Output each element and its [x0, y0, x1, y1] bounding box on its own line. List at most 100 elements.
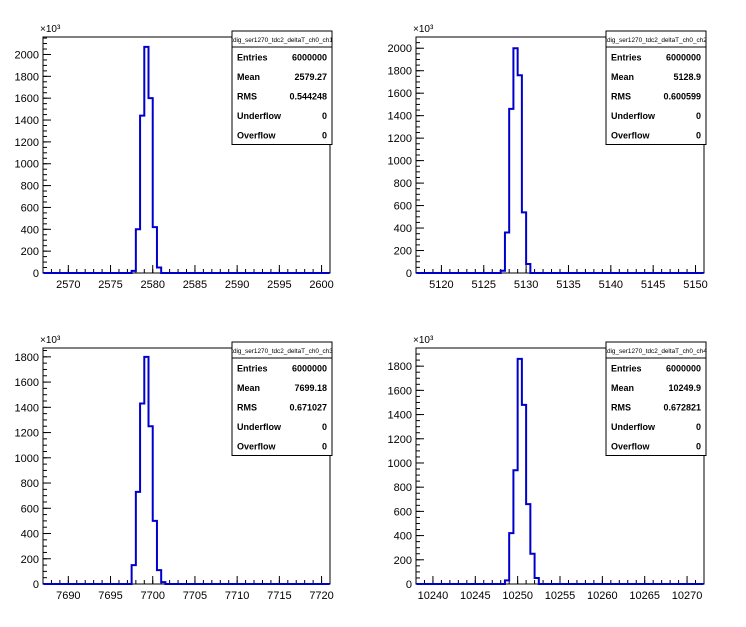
histogram-bin: [530, 554, 534, 584]
histogram-bin: [153, 227, 157, 273]
histogram-bin: [509, 533, 513, 584]
stats-row-label: Underflow: [237, 422, 282, 432]
stats-row-value: 0: [696, 422, 701, 432]
x-tick-label: 7700: [140, 590, 164, 602]
histogram-bin: [157, 268, 161, 273]
histogram-bin: [518, 75, 522, 273]
y-tick-label: 1600: [388, 88, 412, 100]
histogram-bin: [505, 580, 509, 584]
stats-row-value: 0: [696, 111, 701, 121]
y-tick-label: 1000: [388, 458, 412, 470]
histogram-bin: [144, 47, 148, 273]
x-tick-label: 5150: [683, 279, 707, 291]
y-tick-label: 1800: [388, 66, 412, 78]
y-tick-label: 1000: [15, 453, 39, 465]
x-tick-label: 5130: [514, 279, 538, 291]
stats-row-label: Overflow: [237, 442, 277, 452]
stats-row-label: RMS: [611, 403, 631, 413]
histogram-bin: [136, 229, 140, 273]
x-tick-label: 7695: [98, 590, 122, 602]
y-tick-label: 1000: [388, 156, 412, 168]
x-tick-label: 10260: [587, 590, 618, 602]
y-tick-label: 1800: [15, 352, 39, 364]
histogram-bin: [149, 98, 153, 273]
stats-row-label: Underflow: [237, 111, 282, 121]
x-tick-label: 2575: [98, 279, 122, 291]
x-tick-label: 7690: [56, 590, 80, 602]
stats-row-value: 6000000: [292, 364, 327, 374]
histogram-outline: [43, 45, 330, 274]
x-tick-label: 5140: [599, 279, 623, 291]
y-tick-label: 0: [406, 268, 412, 280]
stats-row-label: Overflow: [237, 131, 277, 141]
y-tick-label: 1400: [15, 402, 39, 414]
stats-row-label: Entries: [611, 53, 642, 63]
stats-box: tdig_ser1270_tdc2_deltaT_ch0_ch2 Entries 6…: [605, 30, 707, 145]
y-tick-label: 600: [394, 201, 412, 213]
x-tick-label: 10250: [502, 590, 533, 602]
stats-box-frame: [605, 30, 707, 145]
stats-box-frame: [231, 341, 333, 456]
y-tick-label: 200: [21, 554, 39, 566]
stats-row-value: 6000000: [666, 53, 701, 63]
histogram-bin: [140, 404, 144, 584]
x-tick-label: 2600: [309, 279, 333, 291]
y-tick-label: 1200: [388, 434, 412, 446]
x-tick-label: 2570: [56, 279, 80, 291]
y-tick-label: 1800: [15, 71, 39, 83]
stats-box-name: tdig_ser1270_tdc2_deltaT_ch0_ch1: [231, 37, 333, 44]
stats-row-label: Underflow: [611, 422, 656, 432]
stats-row-value: 0.671027: [289, 403, 327, 413]
y-tick-label: 1400: [388, 410, 412, 422]
stats-row-value: 0.672821: [663, 403, 701, 413]
stats-row-value: 10249.9: [668, 383, 701, 393]
histogram-bin: [522, 212, 526, 273]
y-tick-label: 800: [394, 178, 412, 190]
y-exponent-label: ×10³: [40, 335, 61, 346]
y-tick-label: 1200: [388, 133, 412, 145]
stats-row-value: 0: [696, 442, 701, 452]
stats-row-value: 0: [322, 422, 327, 432]
stats-row-value: 7699.18: [294, 383, 327, 393]
histogram-bin: [161, 582, 165, 584]
y-tick-label: 0: [406, 579, 412, 591]
histogram-bin: [526, 264, 530, 273]
stats-box-name: tdig_ser1270_tdc2_deltaT_ch0_ch3: [231, 348, 333, 355]
stats-box-name: tdig_ser1270_tdc2_deltaT_ch0_ch2: [605, 37, 707, 44]
histogram-bin: [136, 492, 140, 584]
y-tick-label: 800: [21, 181, 39, 193]
stats-box: tdig_ser1270_tdc2_deltaT_ch0_ch4 Entries 6…: [605, 341, 707, 456]
y-tick-label: 600: [394, 506, 412, 518]
histogram-bin: [535, 578, 539, 584]
stats-row-value: 0.544248: [289, 92, 327, 102]
stats-row-label: Entries: [237, 364, 268, 374]
histogram-bin: [526, 504, 530, 584]
histogram-bin: [132, 271, 136, 273]
y-tick-label: 600: [21, 503, 39, 515]
histogram-outline: [43, 355, 330, 585]
histogram-panel: 7690 7695 7700 7705 7710 7715 7720 0 200 400 600 80…: [15, 335, 334, 602]
stats-box: tdig_ser1270_tdc2_deltaT_ch0_ch3 Entries 6…: [231, 341, 333, 456]
histogram-bin: [149, 426, 153, 584]
y-tick-label: 1600: [15, 93, 39, 105]
stats-row-value: 0: [322, 131, 327, 141]
histogram-panel: 2570 2575 2580 2585 2590 2595 2600 0 200 400 600 80…: [15, 24, 334, 291]
stats-row-label: RMS: [237, 92, 257, 102]
x-tick-label: 7715: [267, 590, 291, 602]
y-tick-label: 0: [33, 579, 39, 591]
x-tick-label: 10240: [418, 590, 449, 602]
x-tick-label: 5125: [472, 279, 496, 291]
y-tick-label: 1200: [15, 137, 39, 149]
stats-row-value: 5128.9: [673, 72, 701, 82]
y-exponent-label: ×10³: [40, 24, 61, 35]
stats-row-label: Entries: [611, 364, 642, 374]
x-tick-label: 10270: [672, 590, 703, 602]
x-tick-label: 5135: [556, 279, 580, 291]
x-tick-label: 7710: [225, 590, 249, 602]
histogram-bin: [505, 233, 509, 273]
stats-box-name: tdig_ser1270_tdc2_deltaT_ch0_ch4: [605, 348, 707, 355]
y-tick-label: 1200: [15, 428, 39, 440]
y-tick-label: 1400: [15, 115, 39, 127]
stats-row-label: Underflow: [611, 111, 656, 121]
